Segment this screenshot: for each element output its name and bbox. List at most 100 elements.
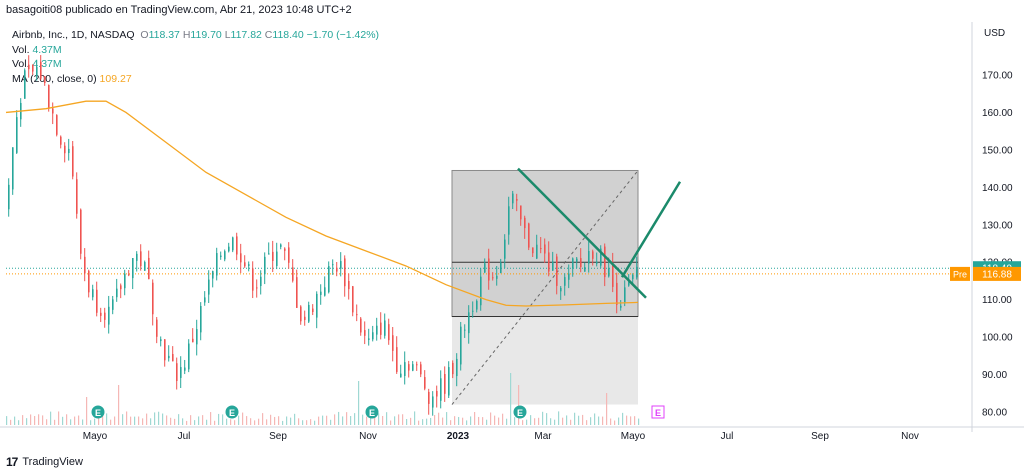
trendline-down [517, 167, 647, 299]
volume-bar [334, 414, 336, 425]
volume-bar [634, 416, 636, 425]
volume-bar [514, 417, 516, 425]
candle-body [300, 306, 302, 322]
candle-body [380, 322, 382, 335]
volume-bar [142, 418, 144, 425]
volume-bar [366, 416, 368, 425]
candle-body [308, 304, 310, 322]
candle-body [604, 246, 606, 278]
earnings-marker-label: E [369, 408, 375, 418]
volume-bar [38, 414, 40, 425]
pre-tag-label: Pre [953, 269, 967, 279]
candle-body [456, 358, 458, 377]
candle-body [72, 146, 74, 177]
y-tick-label: 130.00 [982, 220, 1013, 231]
y-tick-label: 90.00 [982, 370, 1007, 381]
candle-body [280, 244, 282, 247]
candle-body [256, 287, 258, 289]
volume-bar [486, 419, 488, 425]
volume-bar [362, 414, 364, 425]
ma200-line [5, 100, 639, 307]
x-tick-label: Jul [721, 431, 734, 442]
footer-brand-name: TradingView [22, 456, 83, 468]
volume-bar [490, 412, 492, 425]
volume-bar [330, 419, 332, 425]
candle-body [84, 256, 86, 274]
candle-body [492, 277, 494, 279]
volume-bar [122, 414, 124, 425]
candle-body [320, 291, 322, 295]
candle-body [552, 261, 554, 271]
earnings-marker-label: E [95, 408, 101, 418]
candle-body [352, 286, 354, 313]
x-tick-label: Nov [359, 431, 377, 442]
candle-body [160, 339, 162, 342]
volume-bar [146, 413, 148, 425]
candle-body [76, 179, 78, 214]
x-tick-label: Sep [811, 431, 829, 442]
volume-bar [458, 416, 460, 425]
candle-body [328, 266, 330, 293]
candle-body [488, 258, 490, 281]
volume-bar [130, 416, 132, 425]
volume-bar [354, 413, 356, 425]
y-tick-label: 150.00 [982, 145, 1013, 156]
open-label: O [140, 29, 149, 41]
candle-body [536, 244, 538, 259]
volume-row-1: Vol. 4.37M [12, 43, 379, 58]
candle-body [288, 247, 290, 263]
candle-body [216, 253, 218, 276]
candle-body [336, 267, 338, 272]
volume-bar [70, 419, 72, 425]
volume-bar [286, 416, 288, 425]
candle-body [580, 258, 582, 268]
volume-bar [438, 412, 440, 425]
candle-body [120, 285, 122, 290]
candle-body [164, 339, 166, 361]
candle-body [500, 262, 502, 274]
volume-bar [214, 420, 216, 425]
candle-body [272, 251, 274, 262]
candle-body [132, 258, 134, 279]
candle-body [324, 287, 326, 296]
volume-bar [586, 420, 588, 425]
candle-body [584, 267, 586, 272]
volume-bar [414, 411, 416, 425]
candle-body [88, 270, 90, 293]
candle-body [12, 147, 14, 190]
volume-bar [150, 418, 152, 425]
y-tick-label: 80.00 [982, 408, 1007, 419]
volume-bar [138, 416, 140, 425]
candle-body [544, 244, 546, 254]
volume-bar [350, 416, 352, 425]
volume-bar [394, 416, 396, 425]
symbol-row: Airbnb, Inc., 1D, NASDAQ O118.37 H119.70… [12, 28, 379, 43]
volume-bar [290, 417, 292, 425]
earnings-marker-label: E [655, 408, 661, 418]
volume-bar [158, 411, 160, 425]
volume-bar [606, 393, 608, 425]
footer-brand: 17 TradingView [6, 455, 83, 469]
volume-bar [338, 411, 340, 425]
volume-bar [574, 412, 576, 425]
candle-body [212, 271, 214, 279]
price-chart[interactable]: USD80.0090.00100.00110.00120.00130.00140… [0, 22, 1024, 454]
candle-body [636, 266, 638, 278]
candle-body [96, 289, 98, 313]
volume-bar [26, 418, 28, 425]
volume-bar [170, 417, 172, 425]
volume-bar [194, 420, 196, 425]
volume-bar [258, 418, 260, 425]
volume-bar [386, 412, 388, 425]
candle-body [32, 64, 34, 72]
volume-bar [566, 415, 568, 425]
candle-body [588, 251, 590, 264]
volume-bar [374, 414, 376, 425]
candle-body [268, 253, 270, 255]
candle-body [108, 306, 110, 325]
earnings-marker-icon [91, 405, 105, 419]
volume-bar [110, 419, 112, 425]
candle-body [512, 193, 514, 204]
candle-body [144, 262, 146, 271]
volume-bar [570, 419, 572, 425]
